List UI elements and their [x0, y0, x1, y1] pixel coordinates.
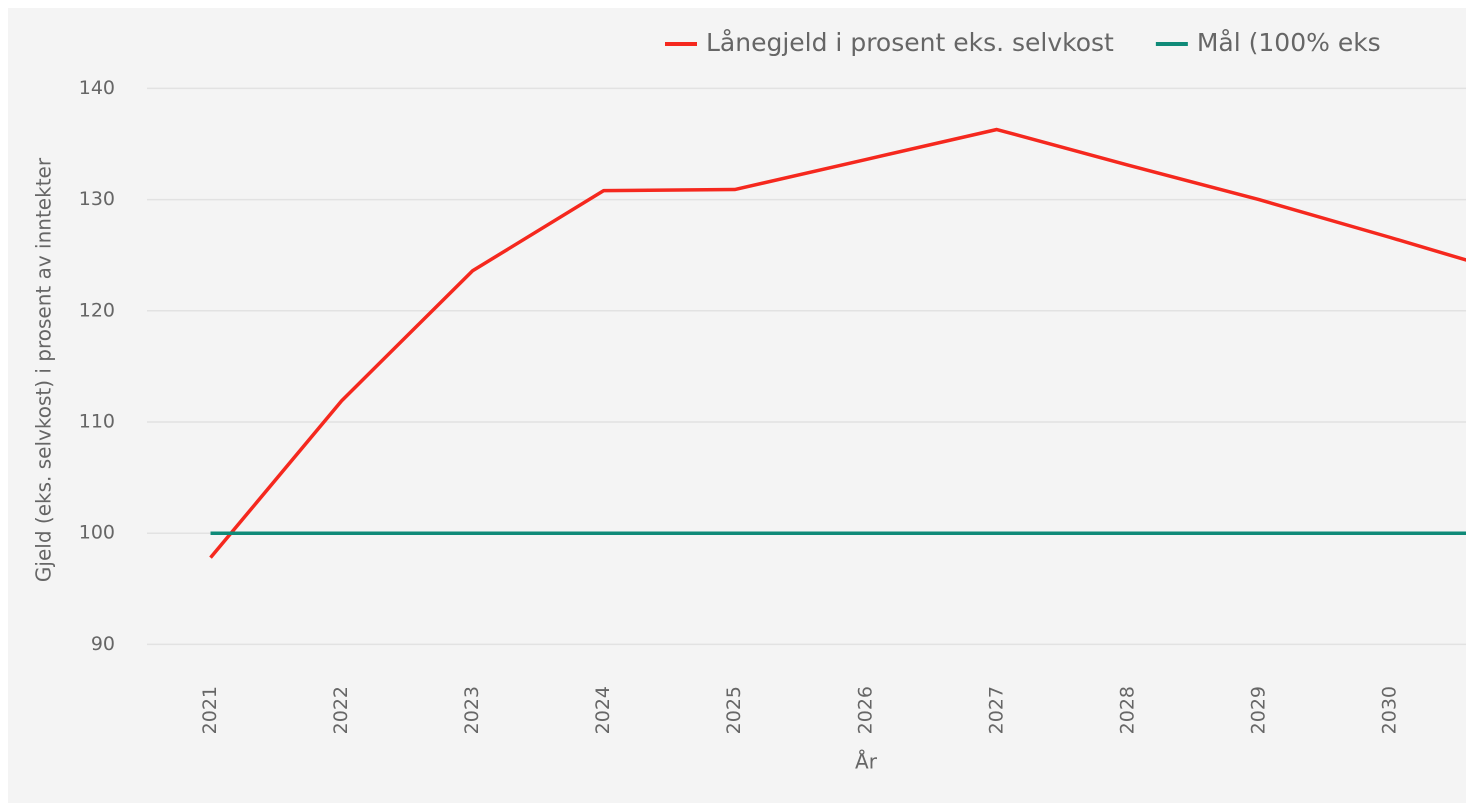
x-axis-title: År — [855, 750, 878, 774]
y-tick-label: 100 — [79, 522, 115, 544]
x-tick-label: 2028 — [1116, 686, 1138, 734]
x-tick-label: 2029 — [1247, 686, 1269, 734]
y-axis-title: Gjeld (eks. selvkost) i prosent av innte… — [32, 157, 56, 582]
chart-background — [8, 8, 1466, 803]
x-tick-label: 2030 — [1378, 686, 1400, 734]
x-tick-label: 2022 — [330, 686, 352, 734]
x-tick-label: 2024 — [592, 686, 614, 734]
y-tick-label: 90 — [91, 633, 115, 655]
x-tick-label: 2026 — [854, 686, 876, 734]
line-series — [209, 127, 1466, 559]
y-tick-label: 140 — [79, 77, 115, 99]
y-tick-label: 120 — [79, 299, 115, 321]
legend-label: Lånegjeld i prosent eks. selvkost — [706, 28, 1114, 57]
x-tick-label: 2025 — [723, 686, 745, 734]
x-tick-label: 2027 — [985, 686, 1007, 734]
legend-label: Mål (100% eks — [1197, 28, 1381, 57]
x-tick-label: 2021 — [199, 686, 221, 734]
x-tick-label: 2023 — [461, 686, 483, 734]
y-tick-label: 110 — [79, 410, 115, 432]
y-tick-label: 130 — [79, 188, 115, 210]
